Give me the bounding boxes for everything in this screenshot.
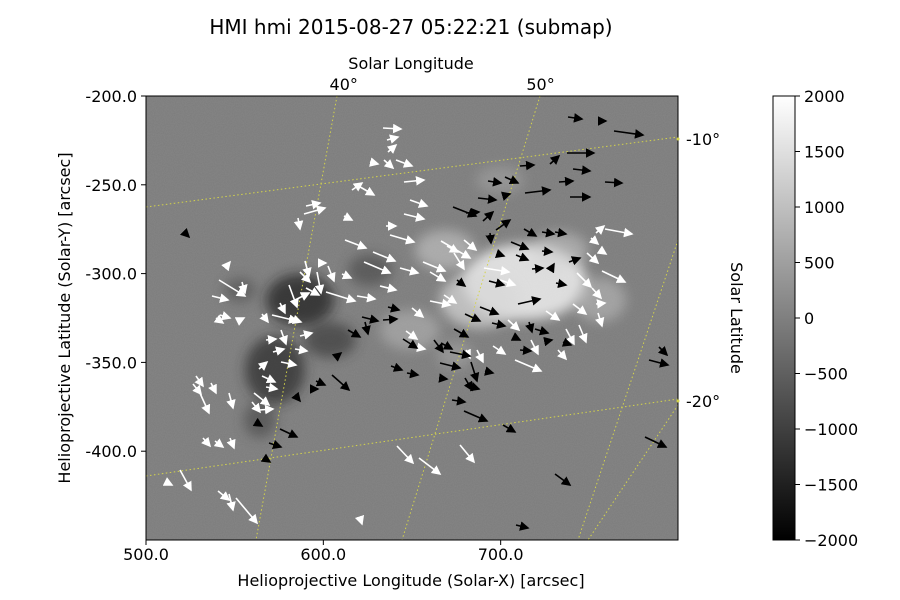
field-vector-arrow xyxy=(547,340,552,341)
field-vector-arrow xyxy=(266,339,276,340)
field-vector-arrow xyxy=(532,268,543,269)
field-vector-arrow xyxy=(596,303,605,304)
colorbar-tick-label: 2000 xyxy=(804,87,845,106)
y-tick-label: -400.0 xyxy=(85,442,137,461)
field-patch xyxy=(266,274,334,326)
colorbar xyxy=(773,96,795,540)
field-vector-arrow xyxy=(559,181,573,182)
field-vector-arrow xyxy=(259,409,273,410)
field-patch xyxy=(574,278,626,322)
latitude-axis: -10° -20° xyxy=(677,130,721,411)
field-vector-arrow xyxy=(439,378,447,379)
field-vector-arrow xyxy=(542,251,552,252)
field-patch xyxy=(348,254,392,286)
colorbar-tick-label: −2000 xyxy=(804,531,858,550)
latitude-tick-label: -20° xyxy=(686,392,720,411)
x-tick-label: 600.0 xyxy=(300,545,346,564)
colorbar-tick-label: −1000 xyxy=(804,420,858,439)
longitude-tick-label: 40° xyxy=(330,75,358,94)
chart-title: HMI hmi 2015-08-27 05:22:21 (submap) xyxy=(209,15,612,39)
field-vector-arrow xyxy=(605,182,622,183)
field-patch xyxy=(476,166,524,194)
y-tick-label: -300.0 xyxy=(85,265,137,284)
colorbar-tick-label: 1500 xyxy=(804,143,845,162)
y-tick-label: -350.0 xyxy=(85,353,137,372)
latitude-tick-label: -10° xyxy=(686,130,720,149)
colorbar-tick-label: 0 xyxy=(804,309,814,328)
y-axis-label: Helioprojective Latitude (Solar-Y) [arcs… xyxy=(55,152,74,483)
y-axis: -200.0 -250.0 -300.0 -350.0 -400.0 xyxy=(85,87,146,461)
y-tick-label: -250.0 xyxy=(85,176,137,195)
field-patch xyxy=(415,230,475,270)
longitude-axis-label: Solar Longitude xyxy=(348,54,473,73)
colorbar-tick-label: −500 xyxy=(804,365,848,384)
colorbar-tick-label: −1500 xyxy=(804,476,858,495)
field-patch xyxy=(244,402,276,438)
colorbar-tick-label: 1000 xyxy=(804,198,845,217)
field-vector-arrow xyxy=(520,165,534,166)
longitude-tick-label: 50° xyxy=(526,75,554,94)
plot-area xyxy=(146,96,678,540)
field-vector-arrow xyxy=(490,233,491,243)
latitude-tick-mark xyxy=(677,400,680,403)
field-vector-arrow xyxy=(520,350,531,351)
latitude-tick-mark xyxy=(677,138,680,141)
field-patch xyxy=(532,232,588,268)
colorbar-tick-label: 500 xyxy=(804,254,835,273)
colorbar-axis: 2000 1500 1000 500 0 −500 −1000 −1500 −2000 xyxy=(795,87,858,550)
x-tick-label: 700.0 xyxy=(478,545,524,564)
field-vector-arrow xyxy=(383,319,397,320)
y-tick-label: -200.0 xyxy=(85,87,137,106)
latitude-axis-label: Solar Latitude xyxy=(727,262,746,374)
field-patch xyxy=(224,278,256,302)
longitude-axis: 40° 50° xyxy=(330,75,555,94)
x-axis-label: Helioprojective Longitude (Solar-X) [arc… xyxy=(237,571,584,590)
field-vector-arrow xyxy=(383,128,401,129)
field-vector-arrow xyxy=(466,212,479,213)
field-patch xyxy=(304,322,356,358)
x-axis: 500.0 600.0 700.0 xyxy=(123,540,523,564)
x-tick-label: 500.0 xyxy=(123,545,169,564)
